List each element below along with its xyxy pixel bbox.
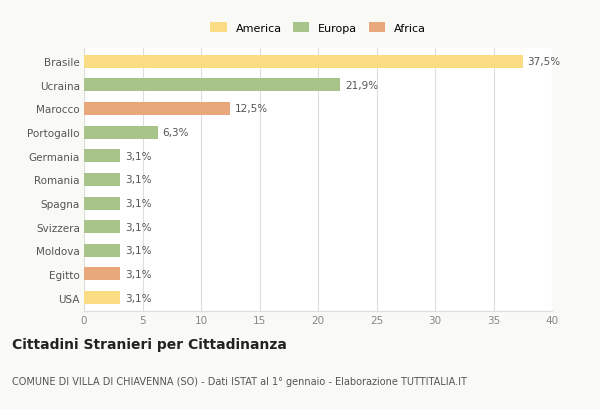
Text: COMUNE DI VILLA DI CHIAVENNA (SO) - Dati ISTAT al 1° gennaio - Elaborazione TUTT: COMUNE DI VILLA DI CHIAVENNA (SO) - Dati… [12,376,467,386]
Text: 6,3%: 6,3% [163,128,189,138]
Bar [84,79,340,92]
Text: 3,1%: 3,1% [125,222,151,232]
Text: 3,1%: 3,1% [125,246,151,256]
Bar [84,197,120,210]
Text: 3,1%: 3,1% [125,293,151,303]
Text: 3,1%: 3,1% [125,198,151,209]
Text: 3,1%: 3,1% [125,151,151,162]
Text: 21,9%: 21,9% [345,81,378,91]
Bar [84,173,120,187]
Text: 12,5%: 12,5% [235,104,268,114]
Text: 3,1%: 3,1% [125,269,151,279]
Bar [84,268,120,281]
Bar [84,103,230,116]
Bar [84,150,120,163]
Text: Cittadini Stranieri per Cittadinanza: Cittadini Stranieri per Cittadinanza [12,337,287,351]
Bar [84,220,120,234]
Text: 37,5%: 37,5% [527,57,560,67]
Legend: America, Europa, Africa: America, Europa, Africa [210,23,426,34]
Bar [84,244,120,257]
Bar [84,56,523,69]
Bar [84,126,158,139]
Bar [84,291,120,304]
Text: 3,1%: 3,1% [125,175,151,185]
